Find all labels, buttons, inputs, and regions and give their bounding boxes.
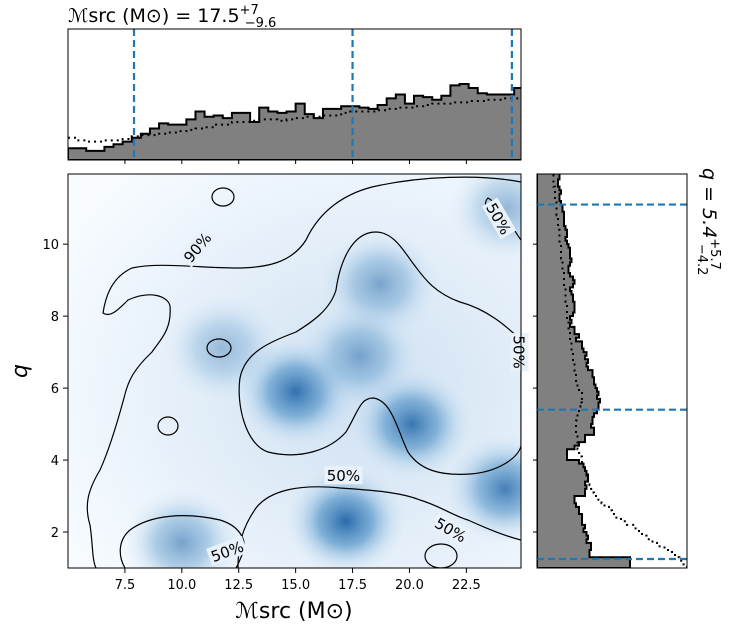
right-label-sub: −4.2: [694, 244, 709, 276]
x-tick-label-4: 17.5: [338, 578, 367, 593]
x-tick-label-3: 15.0: [281, 578, 310, 593]
contour-label-bg-4: [429, 512, 472, 547]
top-x-ticks: [124, 160, 467, 164]
x-tick-label-6: 22.5: [452, 578, 481, 593]
y-tick-label-3: 8: [51, 310, 59, 325]
x-tick-label-1: 10.0: [167, 578, 196, 593]
x-tick-label-5: 20.0: [395, 578, 424, 593]
joint-panel: 90%50%50%50%50%50% 7.5 10.0 12.5 15.0 17.5 20…: [8, 173, 529, 624]
x-tick-label-0: 7.5: [115, 578, 136, 593]
right-histogram: [537, 174, 631, 568]
top-marginal-panel: ℳsrc (M⊙) = 17.5+7 −9.6: [67, 3, 522, 164]
y-tick-label-2: 6: [51, 382, 59, 397]
joint-y-ticks: 2 4 6 8 10: [42, 238, 68, 541]
contour-label-3: 50%: [327, 467, 360, 485]
contour-50-central: [238, 231, 521, 475]
joint-x-ticks: 7.5 10.0 12.5 15.0 17.5 20.0 22.5: [115, 568, 481, 593]
density-peak-8: [162, 293, 283, 404]
density-peak-5: [299, 300, 420, 411]
right-side-label: q = 5.4+5.7−4.2: [694, 168, 722, 275]
density-peak-7: [447, 174, 521, 264]
contour-island-4: [424, 543, 458, 568]
top-title-sub: −9.6: [245, 16, 277, 31]
y-axis-label: q: [8, 364, 33, 378]
right-label-sup: +5.7: [707, 238, 722, 270]
right-label-main: q = 5.4: [698, 168, 720, 238]
contour-island-1: [211, 187, 235, 207]
contour-label-bg-5: [206, 535, 248, 566]
density-peak-2: [285, 466, 406, 568]
top-histogram: [68, 83, 521, 160]
top-title-main: ℳsrc (M⊙) = 17.5: [68, 5, 240, 27]
x-tick-label-2: 12.5: [224, 578, 253, 593]
right-frame: [536, 173, 688, 569]
contour-island-2: [206, 338, 232, 358]
contour-label-bg-0: [177, 226, 217, 268]
top-title: ℳsrc (M⊙) = 17.5+7 −9.6: [68, 3, 276, 31]
joint-frame: [67, 173, 522, 569]
top-frame: [67, 28, 522, 161]
y-tick-label-0: 2: [51, 526, 59, 541]
y-tick-label-1: 4: [51, 454, 59, 469]
density-heatmap: [121, 174, 521, 568]
contour-label-bg-1: [481, 197, 517, 240]
contour-50-lower-left: [119, 515, 245, 568]
contour-50-lower: [237, 486, 521, 568]
contour-lines: [86, 176, 521, 568]
y-tick-label-4: 10: [42, 238, 59, 253]
contour-label-bg-2: [510, 333, 529, 372]
x-axis-label: ℳsrc (M⊙): [235, 599, 352, 624]
right-marginal-panel: q = 5.4+5.7−4.2: [533, 168, 722, 569]
right-prior-curve: [552, 174, 687, 568]
contour-label-bg-3: [324, 466, 363, 485]
right-interval-lines: [537, 203, 687, 561]
right-y-ticks: [533, 243, 537, 533]
density-peak-3: [445, 433, 521, 544]
top-title-sup: +7: [240, 3, 259, 18]
contour-90-outer: [86, 176, 521, 568]
contour-island-3: [157, 416, 179, 436]
contour-label-2: 50%: [510, 335, 528, 368]
